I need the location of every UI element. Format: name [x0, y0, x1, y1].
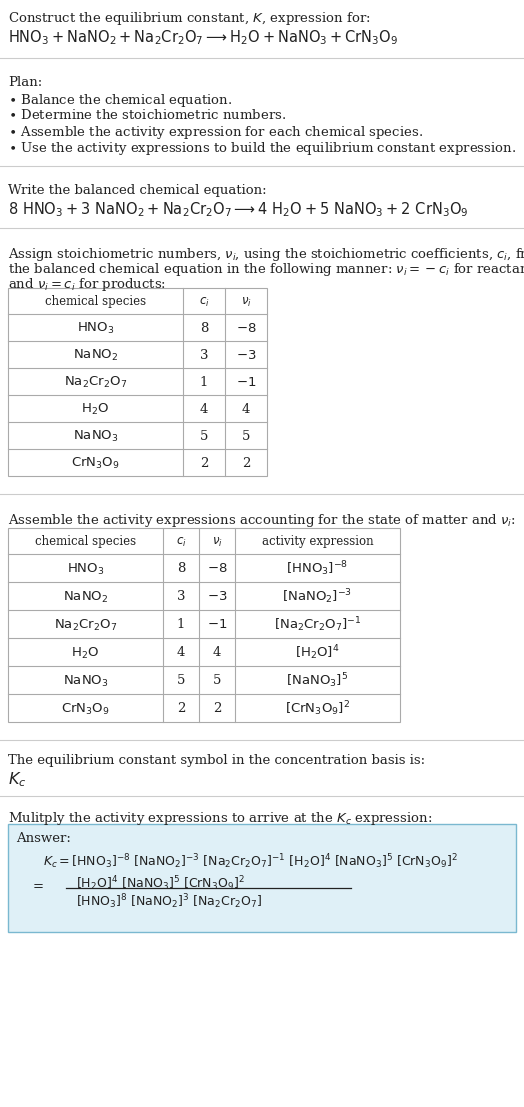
Text: 4: 4: [242, 403, 250, 416]
Text: $\bullet$ Assemble the activity expression for each chemical species.: $\bullet$ Assemble the activity expressi…: [8, 124, 423, 141]
Text: the balanced chemical equation in the following manner: $\nu_i = -c_i$ for react: the balanced chemical equation in the fo…: [8, 261, 524, 278]
Text: $\mathrm{CrN_3O_9}$: $\mathrm{CrN_3O_9}$: [61, 702, 110, 716]
Text: $\mathrm{CrN_3O_9}$: $\mathrm{CrN_3O_9}$: [71, 456, 120, 472]
Text: $[\mathrm{H_2O}]^{4}$: $[\mathrm{H_2O}]^{4}$: [295, 643, 340, 662]
Text: Write the balanced chemical equation:: Write the balanced chemical equation:: [8, 184, 267, 197]
Text: $\mathrm{NaNO_3}$: $\mathrm{NaNO_3}$: [73, 428, 118, 444]
Text: $\mathrm{H_2O}$: $\mathrm{H_2O}$: [71, 645, 100, 661]
Text: $-1$: $-1$: [236, 376, 256, 389]
Text: $\mathrm{Na_2Cr_2O_7}$: $\mathrm{Na_2Cr_2O_7}$: [64, 375, 127, 390]
Text: 4: 4: [177, 646, 185, 660]
Text: $-1$: $-1$: [207, 619, 227, 631]
FancyBboxPatch shape: [8, 288, 267, 476]
Text: 4: 4: [213, 646, 221, 660]
Text: $\mathrm{8\ HNO_3 + 3\ NaNO_2 + Na_2Cr_2O_7 \longrightarrow 4\ H_2O + 5\ NaNO_3 : $\mathrm{8\ HNO_3 + 3\ NaNO_2 + Na_2Cr_2…: [8, 200, 468, 219]
Text: $-8$: $-8$: [206, 562, 227, 576]
Text: $\mathrm{HNO_3 + NaNO_2 + Na_2Cr_2O_7 \longrightarrow H_2O + NaNO_3 + CrN_3O_9}$: $\mathrm{HNO_3 + NaNO_2 + Na_2Cr_2O_7 \l…: [8, 28, 398, 46]
Text: $\mathrm{NaNO_2}$: $\mathrm{NaNO_2}$: [73, 348, 118, 363]
Text: $K_c$: $K_c$: [8, 770, 26, 788]
Text: 5: 5: [213, 674, 221, 687]
Text: chemical species: chemical species: [45, 296, 146, 309]
Text: $c_i$: $c_i$: [199, 296, 210, 309]
Text: $\bullet$ Determine the stoichiometric numbers.: $\bullet$ Determine the stoichiometric n…: [8, 108, 286, 122]
Text: $[\mathrm{NaNO_2}]^{-3}$: $[\mathrm{NaNO_2}]^{-3}$: [282, 588, 353, 607]
Text: 5: 5: [200, 430, 208, 443]
Text: $\nu_i$: $\nu_i$: [212, 536, 222, 549]
Text: $\mathrm{NaNO_2}$: $\mathrm{NaNO_2}$: [63, 589, 108, 604]
Text: $\mathrm{HNO_3}$: $\mathrm{HNO_3}$: [77, 321, 114, 337]
Text: 3: 3: [177, 590, 185, 603]
Text: 2: 2: [200, 457, 208, 470]
Text: $\bullet$ Use the activity expressions to build the equilibrium constant express: $\bullet$ Use the activity expressions t…: [8, 139, 516, 157]
Text: 3: 3: [200, 349, 208, 362]
Text: 2: 2: [213, 703, 221, 715]
Text: $\nu_i$: $\nu_i$: [241, 296, 252, 309]
FancyBboxPatch shape: [8, 528, 400, 722]
Text: The equilibrium constant symbol in the concentration basis is:: The equilibrium constant symbol in the c…: [8, 754, 425, 767]
Text: $[\mathrm{HNO_3}]^{8}\ [\mathrm{NaNO_2}]^{3}\ [\mathrm{Na_2Cr_2O_7}]$: $[\mathrm{HNO_3}]^{8}\ [\mathrm{NaNO_2}]…: [76, 892, 262, 911]
Text: $\mathrm{HNO_3}$: $\mathrm{HNO_3}$: [67, 561, 104, 577]
Text: 2: 2: [177, 703, 185, 715]
Text: $[\mathrm{H_2O}]^{4}\ [\mathrm{NaNO_3}]^{5}\ [\mathrm{CrN_3O_9}]^{2}$: $[\mathrm{H_2O}]^{4}\ [\mathrm{NaNO_3}]^…: [76, 875, 245, 892]
Text: $[\mathrm{CrN_3O_9}]^{2}$: $[\mathrm{CrN_3O_9}]^{2}$: [285, 700, 350, 718]
Text: $\bullet$ Balance the chemical equation.: $\bullet$ Balance the chemical equation.: [8, 92, 233, 108]
Text: Plan:: Plan:: [8, 76, 42, 89]
Text: 8: 8: [200, 322, 208, 335]
Text: $c_i$: $c_i$: [176, 536, 187, 549]
Text: chemical species: chemical species: [35, 536, 136, 548]
Text: $\mathrm{Na_2Cr_2O_7}$: $\mathrm{Na_2Cr_2O_7}$: [54, 618, 117, 632]
Text: Construct the equilibrium constant, $K$, expression for:: Construct the equilibrium constant, $K$,…: [8, 10, 370, 27]
FancyBboxPatch shape: [8, 824, 516, 932]
Text: 4: 4: [200, 403, 208, 416]
Text: Assign stoichiometric numbers, $\nu_i$, using the stoichiometric coefficients, $: Assign stoichiometric numbers, $\nu_i$, …: [8, 246, 524, 263]
Text: 2: 2: [242, 457, 250, 470]
Text: Answer:: Answer:: [16, 832, 71, 845]
Text: $K_c = [\mathrm{HNO_3}]^{-8}\ [\mathrm{NaNO_2}]^{-3}\ [\mathrm{Na_2Cr_2O_7}]^{-1: $K_c = [\mathrm{HNO_3}]^{-8}\ [\mathrm{N…: [43, 852, 458, 871]
Text: Mulitply the activity expressions to arrive at the $K_c$ expression:: Mulitply the activity expressions to arr…: [8, 810, 432, 827]
Text: 1: 1: [177, 619, 185, 631]
Text: $=$: $=$: [30, 879, 44, 891]
Text: $\mathrm{NaNO_3}$: $\mathrm{NaNO_3}$: [63, 673, 108, 689]
Text: activity expression: activity expression: [261, 536, 373, 548]
Text: $-8$: $-8$: [236, 322, 256, 335]
Text: $[\mathrm{NaNO_3}]^{5}$: $[\mathrm{NaNO_3}]^{5}$: [287, 672, 348, 691]
Text: $[\mathrm{HNO_3}]^{-8}$: $[\mathrm{HNO_3}]^{-8}$: [287, 560, 348, 578]
Text: 8: 8: [177, 562, 185, 576]
Text: $-3$: $-3$: [236, 349, 256, 362]
Text: $-3$: $-3$: [207, 590, 227, 603]
Text: and $\nu_i = c_i$ for products:: and $\nu_i = c_i$ for products:: [8, 276, 166, 293]
Text: $\mathrm{H_2O}$: $\mathrm{H_2O}$: [81, 402, 110, 417]
Text: 5: 5: [242, 430, 250, 443]
Text: 5: 5: [177, 674, 185, 687]
Text: $[\mathrm{Na_2Cr_2O_7}]^{-1}$: $[\mathrm{Na_2Cr_2O_7}]^{-1}$: [274, 615, 361, 634]
Text: Assemble the activity expressions accounting for the state of matter and $\nu_i$: Assemble the activity expressions accoun…: [8, 513, 516, 529]
Text: 1: 1: [200, 376, 208, 389]
